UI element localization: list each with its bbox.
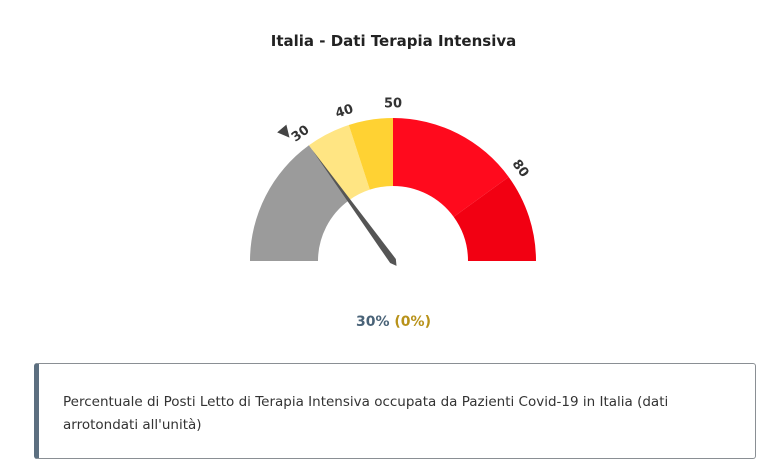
value-change: (0%) [394,314,431,330]
chart-title: Italia - Dati Terapia Intensiva [270,32,517,50]
tick-label-30: 30 [289,123,312,146]
gauge-chart: 30 40 50 80 [250,97,536,266]
tick-label-40: 40 [334,102,356,122]
gauge-needle [311,149,397,266]
gauge-band-4 [453,176,536,261]
tick-label-50: 50 [384,97,402,112]
gauge-band-1 [308,124,370,201]
chart-description: Percentuale di Posti Letto di Terapia In… [34,363,756,459]
gauge-band-2 [348,118,393,190]
gauge-band-3 [393,118,509,217]
gauge-value-readout: 30% (0%) [0,314,767,330]
gauge-band-0 [250,145,349,261]
current-value: 30% [356,314,390,330]
tick-label-80: 80 [509,157,532,180]
previous-value-marker [277,124,290,138]
gauge-bands [250,118,536,261]
